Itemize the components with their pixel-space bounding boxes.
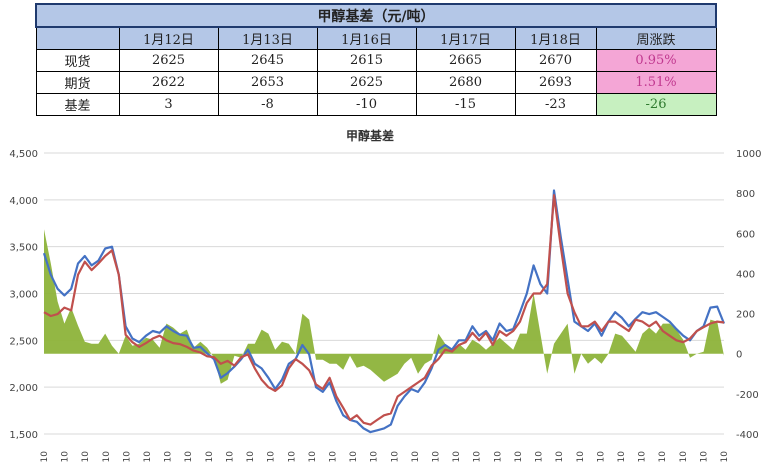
x-tick-label: -10 [349,451,359,462]
x-tick-label: -10 [370,451,380,462]
table-cell: -10 [316,93,417,116]
weekly-change-cell: 0.95% [595,49,717,72]
table-cell: 3 [118,93,219,116]
header-cell: 1月13日 [217,26,318,50]
basis-chart: 甲醇基差 1,500 2,000 2,500 3,000 3,500 4,000 4,500… [9,128,761,462]
x-tick-label: -10 [514,451,524,462]
table-cell: 2653 [217,71,318,94]
table-cell: 2665 [415,49,516,72]
y-left-tick-label: 2,000 [9,383,38,394]
x-tick-label: -10 [328,451,338,462]
table-title: 甲醇基差（元/吨） [34,3,718,28]
x-tick-label: -10 [81,451,91,462]
x-tick-label: -10 [164,451,174,462]
x-tick-label: -10 [617,451,627,462]
futures-line [43,194,725,426]
table-cell: 2615 [316,49,417,72]
y-left-tick-label: 3,000 [9,290,38,301]
x-tick-label: -10 [246,451,256,462]
y-right-tick-label: 800 [736,189,755,200]
table-row-spot: 现货 2625 2645 2615 2665 2670 0.95% [35,49,717,72]
y-right-tick-label: 600 [736,229,755,240]
y-left-tick-label: 2,500 [9,336,38,347]
y-right-tick-label: 1000 [736,149,761,160]
table-row-futures: 期货 2622 2653 2625 2680 2693 1.51% [35,71,717,94]
x-tick-label: -10 [535,451,545,462]
basis-area-series [44,229,724,384]
table-cell: 2622 [118,71,219,94]
table-cell: 2693 [514,71,597,94]
x-tick-label: -10 [473,451,483,462]
table-cell: 2625 [316,71,417,94]
y-left-tick-label: 1,500 [9,430,38,441]
x-tick-label: -10 [658,451,668,462]
x-axis: -10 -10 -10 -10 -10 -10 -10 -10 -10 -10 -10 -10 -10-… [40,451,730,462]
table-cell: 2625 [118,49,219,72]
y-right-tick-label: 0 [736,350,742,361]
y-right-tick-label: -200 [736,390,759,401]
table-cell: -15 [415,93,516,116]
table-cell: -8 [217,93,318,116]
header-cell: 1月16日 [316,26,417,50]
row-label: 基差 [35,93,120,116]
x-tick-label: -10 [638,451,648,462]
x-tick-label: -10 [287,451,297,462]
header-cell: 周涨跌 [595,26,717,50]
x-tick-label: -10 [493,451,503,462]
left-axis: 1,500 2,000 2,500 3,000 3,500 4,000 4,500 [9,149,38,441]
y-right-tick-label: -400 [736,430,759,441]
right-axis: -400 -200 0 200 400 600 800 1000 [736,149,761,441]
x-tick-label: -10 [699,451,709,462]
header-cell: 1月18日 [514,26,597,50]
y-right-tick-label: 400 [736,269,755,280]
x-tick-label: -10 [596,451,606,462]
x-tick-label: -10 [308,451,318,462]
basis-table-container: 甲醇基差（元/吨） 1月12日 1月13日 1月16日 1月17日 1月18日 … [34,3,718,116]
x-tick-label: -10 [205,451,215,462]
row-label: 期货 [35,71,120,94]
y-left-tick-label: 4,500 [9,149,38,160]
x-tick-label: -10 [122,451,132,462]
table-cell: 2670 [514,49,597,72]
x-tick-label: -10 [452,451,462,462]
table-cell: 2645 [217,49,318,72]
x-tick-label: -10 [61,451,71,462]
x-tick-label: -10 [576,451,586,462]
y-left-tick-label: 3,500 [9,243,38,254]
chart-title: 甲醇基差 [346,128,394,143]
header-cell: 1月12日 [118,26,219,50]
x-tick-label: -10 [411,451,421,462]
x-tick-label: -10 [267,451,277,462]
basis-table: 甲醇基差（元/吨） 1月12日 1月13日 1月16日 1月17日 1月18日 … [34,3,718,116]
weekly-change-cell: 1.51% [595,71,717,94]
row-label: 现货 [35,49,120,72]
table-cell: -23 [514,93,597,116]
y-right-tick-label: 200 [736,310,755,321]
x-tick-label: -10 [432,451,442,462]
x-tick-label: -10 [679,451,689,462]
x-tick-label: -10 [720,451,730,462]
header-cell [35,26,120,50]
table-cell: 2680 [415,71,516,94]
y-left-tick-label: 4,000 [9,196,38,207]
basis-area [44,229,724,384]
x-tick-label: -10 [184,451,194,462]
x-tick-label: -10 [102,451,112,462]
x-tick-label: -10 [225,451,235,462]
x-tick-label: -10 [390,451,400,462]
table-row-basis: 基差 3 -8 -10 -15 -23 -26 [35,93,717,116]
weekly-change-cell: -26 [595,93,717,116]
spot-line [42,189,726,434]
table-header-row: 1月12日 1月13日 1月16日 1月17日 1月18日 周涨跌 [35,26,717,50]
x-tick-label: -10 [555,451,565,462]
header-cell: 1月17日 [415,26,516,50]
x-tick-label: -10 [143,451,153,462]
x-tick-label: -10 [40,451,50,462]
price-lines [42,189,726,434]
gridlines [44,152,724,435]
